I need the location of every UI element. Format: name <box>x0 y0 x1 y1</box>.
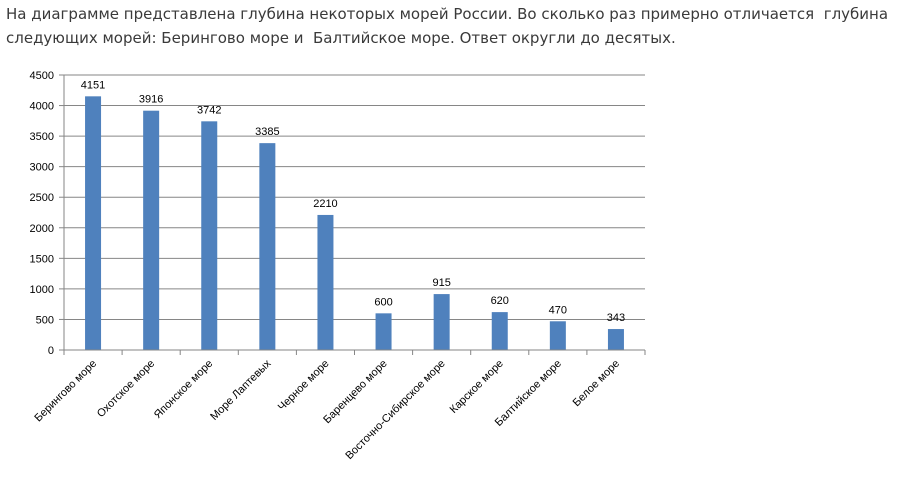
x-tick-label: Море Лаптевых <box>208 357 274 423</box>
y-axis-ticks: 0 500 1000 1500 2000 2500 3000 3500 4000 4500 <box>30 70 64 357</box>
bar <box>375 313 392 350</box>
y-tick-label: 3000 <box>30 162 54 174</box>
data-label: 470 <box>549 304 567 316</box>
question-line-1: На диаграмме представлена глубина некото… <box>6 5 889 23</box>
data-label: 3742 <box>197 104 221 116</box>
x-tick-label: Баренцево море <box>321 358 389 426</box>
x-tick-label: Японское море <box>152 358 215 421</box>
data-label: 2210 <box>313 198 337 210</box>
data-label: 3916 <box>139 94 163 106</box>
bar <box>201 121 218 350</box>
x-tick-label: Берингово море <box>32 358 99 425</box>
bar <box>85 96 102 350</box>
y-tick-label: 0 <box>48 345 54 357</box>
question-text: На диаграмме представлена глубина некото… <box>6 2 911 50</box>
data-labels: 4151 3916 3742 3385 2210 600 915 620 470 343 <box>81 79 625 324</box>
x-tick-label: Белое море <box>571 358 622 409</box>
data-label: 343 <box>607 312 625 324</box>
bars <box>85 96 624 350</box>
x-tick-label: Охотское море <box>95 358 157 420</box>
x-tick-label: Восточно-Сибирское море <box>343 358 447 462</box>
bar <box>259 143 276 350</box>
data-label: 4151 <box>81 79 105 91</box>
x-tick-label: Черное море <box>276 358 332 414</box>
bar <box>143 110 160 350</box>
y-tick-label: 1000 <box>30 284 54 296</box>
gridlines <box>64 74 645 320</box>
bar <box>549 321 566 350</box>
bar <box>607 329 624 350</box>
y-tick-label: 2500 <box>30 192 54 204</box>
bar <box>317 214 334 350</box>
y-tick-label: 500 <box>36 314 54 326</box>
x-tick-label: Карское море <box>448 358 506 416</box>
y-tick-label: 2000 <box>30 223 54 235</box>
data-label: 600 <box>374 296 392 308</box>
y-tick-label: 4000 <box>30 101 54 113</box>
data-label: 620 <box>491 295 509 307</box>
y-tick-label: 3500 <box>30 131 54 143</box>
y-tick-label: 1500 <box>30 253 54 265</box>
data-label: 3385 <box>255 126 279 138</box>
data-label: 915 <box>432 277 450 289</box>
y-tick-label: 4500 <box>30 70 54 82</box>
question-line-2: следующих морей: Берингово море и Балтий… <box>6 29 676 47</box>
bar <box>491 312 508 350</box>
bar <box>433 294 450 350</box>
